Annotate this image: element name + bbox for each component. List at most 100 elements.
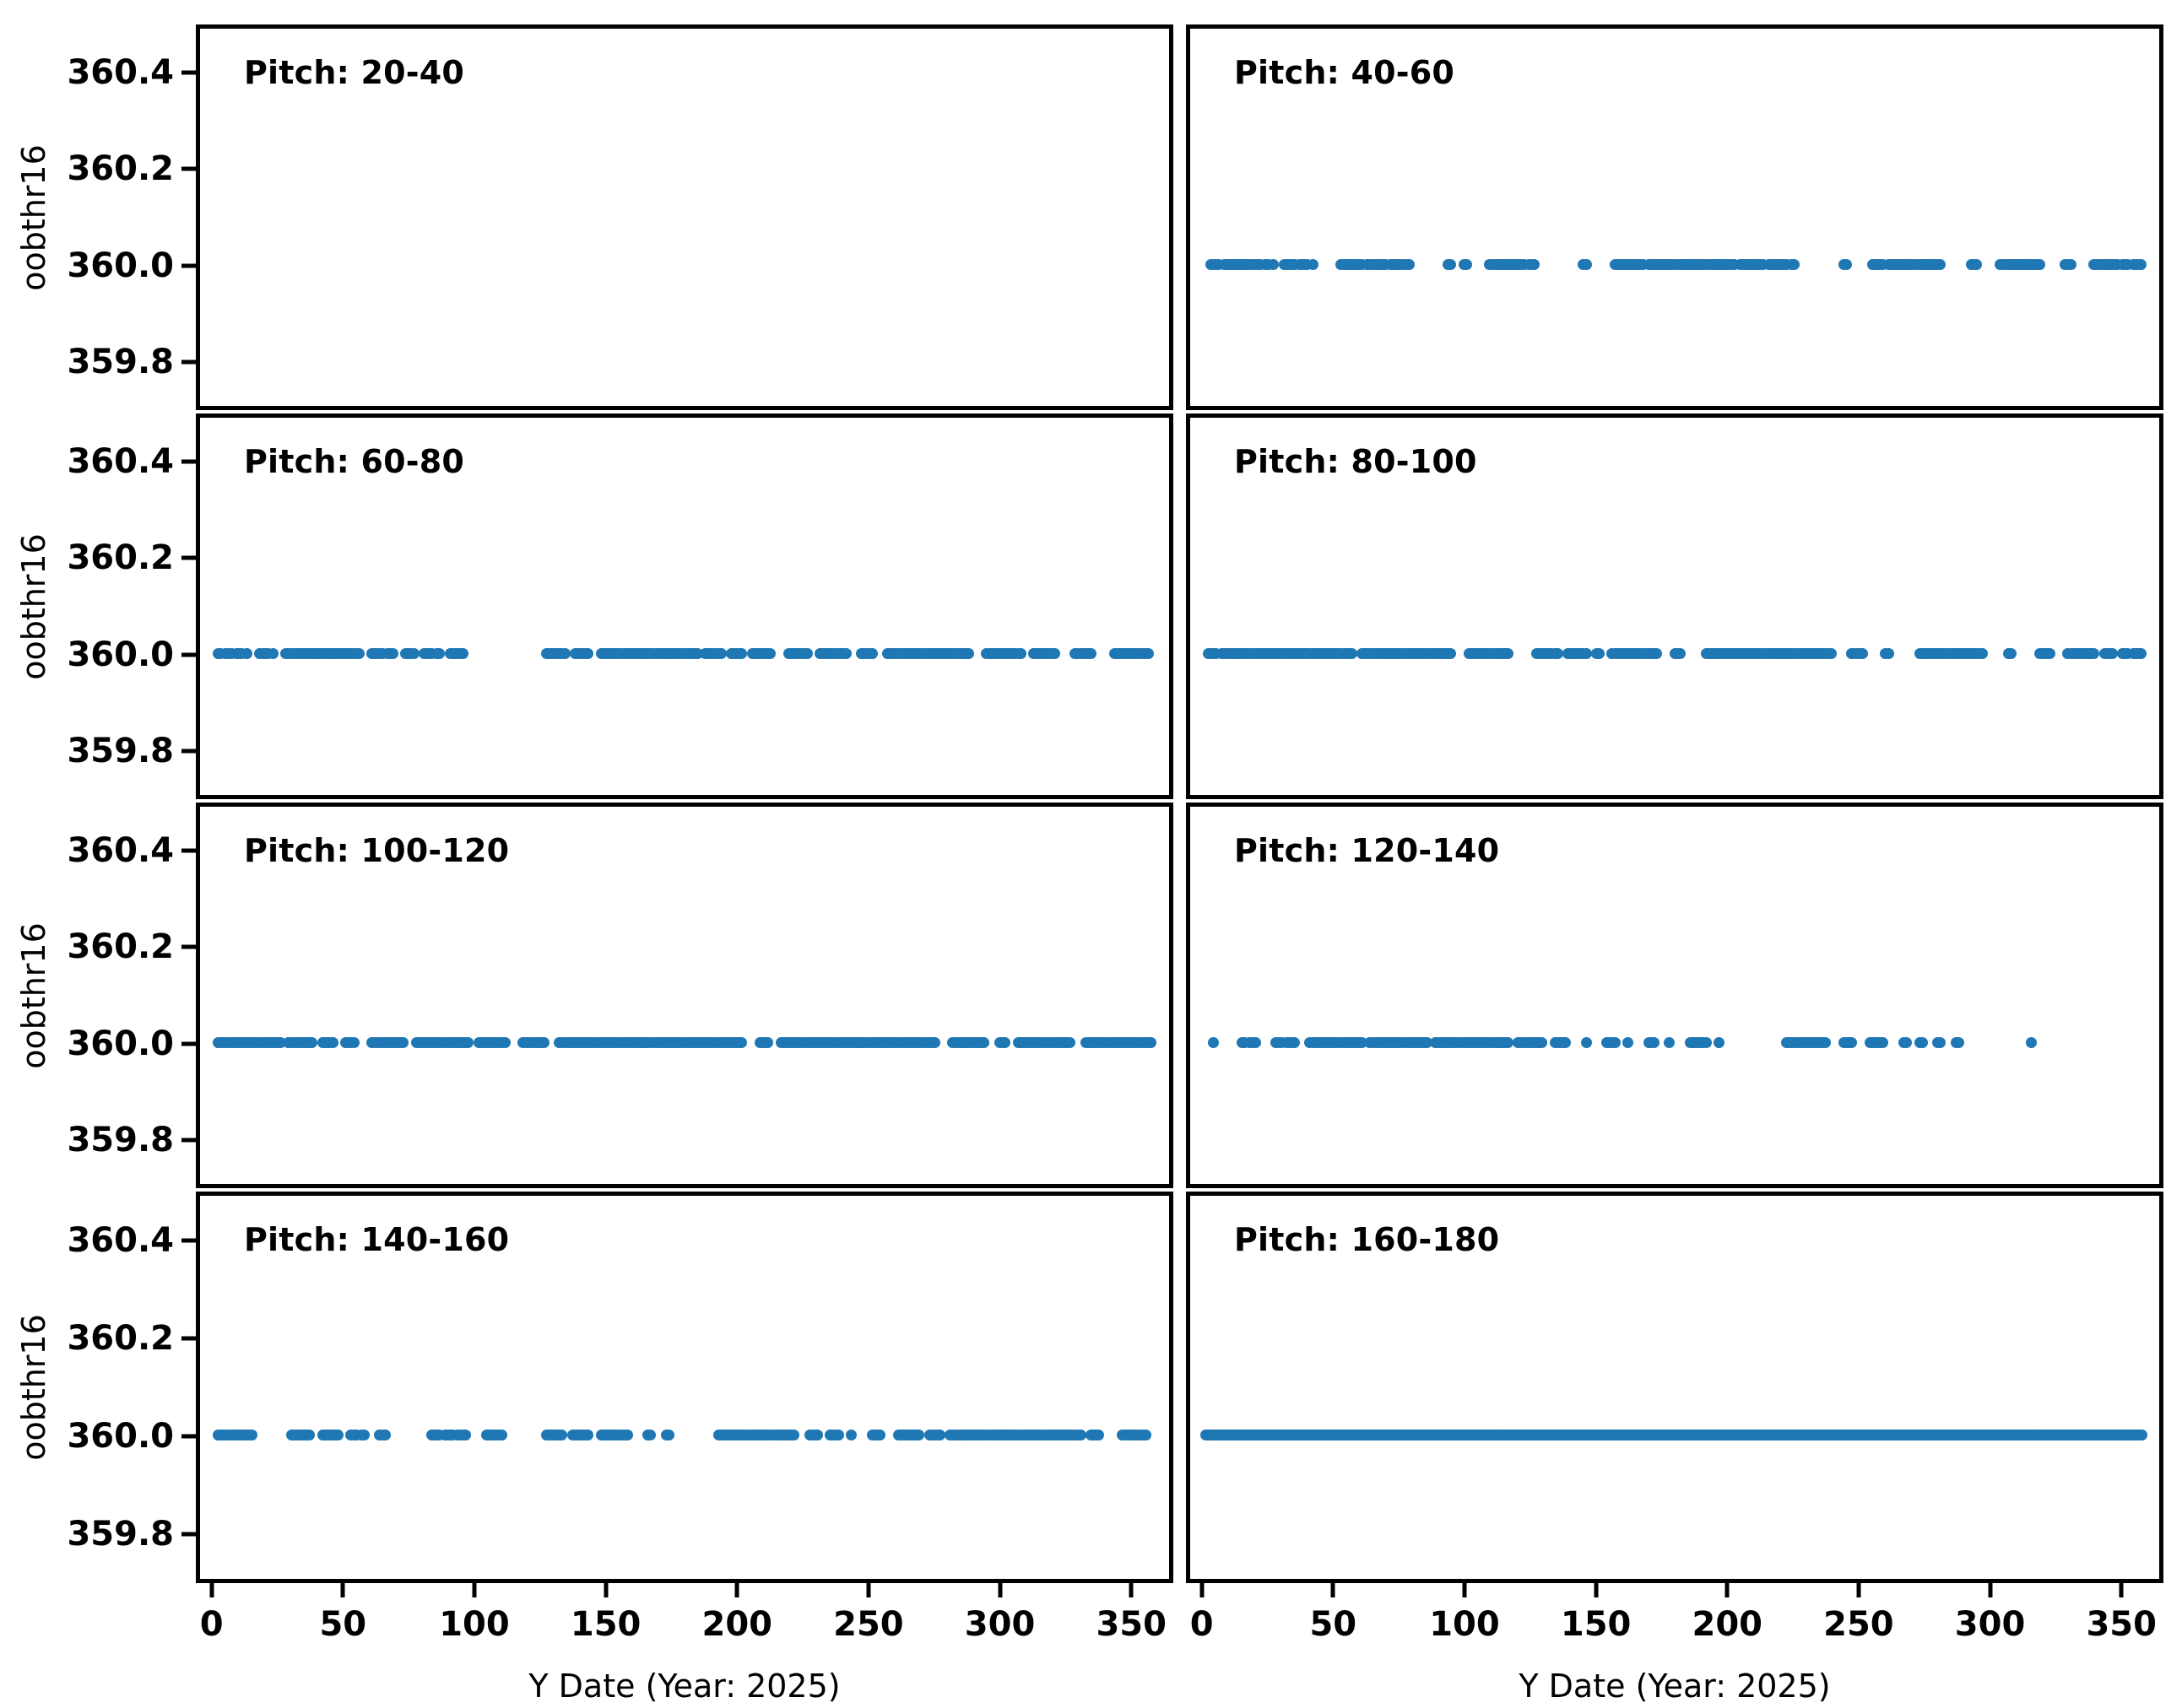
data-point — [1345, 647, 1357, 659]
data-point — [874, 1430, 885, 1441]
data-point — [811, 1430, 823, 1441]
y-tick-mark — [181, 359, 196, 365]
y-tick-label: 359.8 — [67, 342, 174, 381]
data-point — [1674, 647, 1686, 659]
data-point — [304, 1430, 316, 1441]
x-tick-label: 250 — [1823, 1605, 1894, 1644]
panel-title-pitch-40-60: Pitch: 40-60 — [1234, 54, 1454, 91]
data-point — [1085, 647, 1096, 659]
plot-panel-pitch-100-120: Pitch: 100-120 — [196, 803, 1173, 1188]
plot-panel-pitch-40-60: Pitch: 40-60 — [1186, 24, 2163, 410]
x-axis-label: Y Date (Year: 2025) — [1519, 1667, 1831, 1705]
y-tick-mark — [181, 1238, 196, 1243]
data-point — [463, 1036, 474, 1048]
y-tick-mark — [181, 652, 196, 657]
x-tick-label: 300 — [964, 1605, 1036, 1644]
data-point — [1093, 1430, 1105, 1441]
y-axis-label: oobthr16 — [15, 1314, 52, 1461]
data-point — [788, 1430, 800, 1441]
data-point — [1064, 1036, 1076, 1048]
x-tick-mark — [1330, 1583, 1335, 1597]
x-tick-label: 200 — [701, 1605, 773, 1644]
y-tick-mark — [181, 1138, 196, 1143]
data-point — [929, 1036, 940, 1048]
data-point — [1976, 647, 1988, 659]
data-point — [663, 1430, 674, 1441]
x-tick-mark — [472, 1583, 477, 1597]
x-tick-label: 350 — [2086, 1605, 2157, 1644]
plot-panel-pitch-20-40: Pitch: 20-40 — [196, 24, 1173, 410]
data-point — [582, 647, 594, 659]
data-point — [962, 647, 974, 659]
data-point — [496, 1430, 508, 1441]
data-point — [2065, 258, 2076, 270]
plot-panel-pitch-80-100: Pitch: 80-100 — [1186, 413, 2163, 799]
data-point — [840, 647, 852, 659]
y-tick-label: 360.4 — [67, 53, 174, 93]
plot-area-pitch-60-80 — [200, 418, 1169, 795]
data-point — [387, 647, 398, 659]
data-point — [1445, 647, 1457, 659]
x-axis-label: Y Date (Year: 2025) — [528, 1667, 841, 1705]
y-tick-mark — [181, 1336, 196, 1341]
data-point — [1856, 647, 1868, 659]
data-point — [434, 647, 446, 659]
data-point — [1528, 258, 1540, 270]
data-point — [1882, 647, 1894, 659]
data-point — [1877, 1036, 1889, 1048]
y-tick-label: 360.2 — [67, 538, 174, 578]
data-point — [246, 1430, 258, 1441]
data-point — [645, 1430, 657, 1441]
panel-title-pitch-60-80: Pitch: 60-80 — [244, 443, 464, 480]
x-tick-mark — [1199, 1583, 1205, 1597]
y-tick-mark — [181, 1532, 196, 1537]
y-tick-mark — [181, 166, 196, 171]
data-point — [333, 1430, 344, 1441]
data-point — [1307, 258, 1318, 270]
y-tick-mark — [181, 749, 196, 754]
data-point — [762, 1036, 774, 1048]
panel-title-pitch-160-180: Pitch: 160-180 — [1234, 1221, 1500, 1258]
scatter-series-pitch-80-100 — [1190, 418, 2159, 795]
y-tick-mark — [181, 70, 196, 75]
data-point — [934, 1430, 945, 1441]
x-tick-label: 300 — [1954, 1605, 2026, 1644]
data-point — [715, 647, 727, 659]
plot-area-pitch-40-60 — [1190, 29, 2159, 406]
x-tick-label: 250 — [833, 1605, 904, 1644]
data-point — [267, 647, 279, 659]
x-tick-label: 200 — [1692, 1605, 1763, 1644]
data-point — [306, 1036, 318, 1048]
x-tick-mark — [1462, 1583, 1467, 1597]
data-point — [832, 1430, 844, 1441]
data-point — [1403, 258, 1415, 270]
data-point — [913, 1430, 925, 1441]
data-point — [1559, 1036, 1571, 1048]
data-point — [736, 647, 748, 659]
data-point — [2033, 258, 2045, 270]
data-point — [1971, 258, 1983, 270]
plot-area-pitch-80-100 — [1190, 418, 2159, 795]
data-point — [458, 647, 469, 659]
panel-title-pitch-140-160: Pitch: 140-160 — [244, 1221, 510, 1258]
plot-panel-pitch-120-140: Pitch: 120-140 — [1186, 803, 2163, 1188]
data-point — [765, 647, 777, 659]
data-point — [559, 647, 571, 659]
data-point — [846, 1430, 857, 1441]
y-tick-mark — [181, 944, 196, 949]
data-point — [2135, 258, 2147, 270]
data-point — [2106, 647, 2118, 659]
plot-panel-pitch-160-180: Pitch: 160-180 — [1186, 1192, 2163, 1583]
data-point — [1648, 1036, 1660, 1048]
scatter-series-pitch-60-80 — [200, 418, 1169, 795]
data-point — [978, 1036, 990, 1048]
y-tick-label: 359.8 — [67, 731, 174, 770]
data-point — [348, 1036, 360, 1048]
y-axis-label: oobthr16 — [15, 143, 52, 291]
data-point — [538, 1036, 550, 1048]
data-point — [1268, 258, 1280, 270]
x-tick-label: 100 — [1429, 1605, 1500, 1644]
data-point — [1622, 1036, 1633, 1048]
data-point — [999, 1036, 1011, 1048]
